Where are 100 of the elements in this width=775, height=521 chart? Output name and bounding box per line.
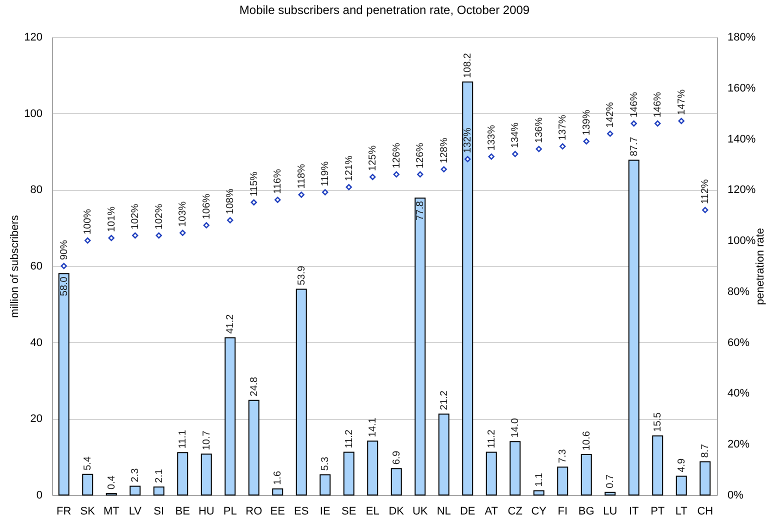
point — [488, 153, 494, 160]
x-tick-label: FI — [558, 506, 568, 518]
data-label: 11.2 — [344, 429, 355, 448]
point — [536, 146, 542, 152]
bar — [438, 414, 450, 496]
x-tick-label: PL — [223, 506, 237, 518]
bar — [296, 288, 307, 496]
bar — [414, 198, 426, 496]
bar — [82, 474, 94, 496]
data-label: 10.6 — [581, 430, 592, 451]
y-tick-label: 80 — [30, 184, 42, 196]
bar — [652, 435, 664, 496]
data-label: 5.3 — [320, 456, 332, 471]
x-tick-label: SI — [154, 506, 164, 518]
data-label: 21.2 — [438, 390, 450, 410]
data-label: 108% — [225, 188, 236, 214]
point — [274, 196, 281, 203]
data-label: 4.9 — [676, 458, 688, 472]
data-label: 118% — [296, 164, 308, 189]
point — [560, 143, 566, 150]
point — [370, 174, 376, 180]
point — [203, 222, 210, 228]
point — [678, 118, 684, 124]
x-tick-label: ES — [294, 506, 309, 518]
data-label: 87.7 — [628, 136, 640, 156]
bar — [200, 454, 212, 496]
data-label: 146% — [628, 92, 640, 118]
data-label: 24.8 — [248, 376, 260, 396]
bar — [557, 466, 568, 496]
data-label: 2.3 — [130, 468, 142, 482]
data-label: 102% — [154, 204, 165, 230]
bar — [177, 452, 188, 496]
x-tick-label: CY — [531, 506, 548, 518]
data-label: 0.7 — [605, 474, 616, 488]
data-label: 6.9 — [391, 450, 402, 465]
data-label: 8.7 — [700, 443, 712, 458]
data-label: 41.2 — [225, 314, 236, 334]
data-label: 14.0 — [510, 418, 522, 438]
data-label: 1.1 — [534, 472, 545, 487]
x-tick-label: PT — [650, 506, 665, 518]
x-tick-label: EE — [270, 506, 285, 518]
point — [132, 232, 138, 239]
data-label: 125% — [368, 145, 379, 171]
y2-tick-label: 120% — [728, 184, 756, 196]
data-label: 0.4 — [106, 475, 118, 490]
y2-tick-label: 180% — [728, 32, 756, 44]
y2-axis-title: penetration rate — [754, 228, 767, 306]
data-label: 11.2 — [486, 429, 498, 448]
point — [607, 130, 614, 137]
x-tick-label: BG — [578, 506, 594, 518]
data-label: 134% — [510, 122, 522, 148]
data-label: 116% — [272, 168, 284, 194]
y2-tick-label: 80% — [728, 286, 750, 298]
bar — [628, 160, 640, 496]
y2-tick-label: 40% — [728, 388, 750, 400]
data-label: 100% — [82, 208, 94, 235]
data-label: 139% — [581, 110, 592, 136]
bar — [248, 400, 260, 496]
data-label: 121% — [344, 155, 355, 182]
point — [298, 192, 304, 198]
data-label: 90% — [58, 240, 70, 260]
data-label: 137% — [558, 114, 569, 140]
data-label: 103% — [178, 201, 189, 227]
point — [180, 230, 186, 236]
point — [464, 156, 471, 162]
data-label: 15.5 — [652, 412, 664, 432]
x-tick-label: EL — [366, 506, 380, 518]
data-label: 115% — [248, 171, 260, 196]
data-label: 58.0 — [58, 276, 70, 296]
bar — [533, 490, 544, 496]
point — [84, 237, 91, 244]
data-label: 53.9 — [296, 265, 308, 286]
x-tick-label: UK — [412, 506, 428, 518]
y-tick-label: 0 — [36, 490, 42, 502]
x-tick-label: DK — [388, 506, 405, 518]
y-axis-title: million of subscribers — [9, 214, 22, 318]
point — [108, 234, 114, 242]
bar — [320, 474, 331, 496]
point — [512, 150, 518, 158]
point — [227, 217, 234, 224]
data-label: 126% — [415, 142, 426, 168]
x-tick-label: MT — [103, 506, 120, 518]
x-tick-label: FR — [56, 506, 72, 518]
x-tick-label: LV — [128, 506, 142, 518]
x-tick-label: HU — [198, 506, 214, 518]
y-tick-label: 60 — [30, 260, 42, 272]
x-tick-label: RO — [246, 506, 263, 518]
bar — [580, 454, 592, 496]
data-label: 7.3 — [558, 448, 569, 464]
data-label: 2.1 — [154, 468, 165, 483]
data-label: 10.7 — [201, 430, 212, 450]
bar — [390, 468, 402, 496]
x-tick-label: CH — [697, 506, 714, 518]
data-label: 132% — [462, 127, 474, 154]
point — [654, 120, 661, 127]
point — [702, 206, 708, 214]
bar — [676, 476, 687, 496]
x-tick-label: SE — [342, 506, 356, 518]
x-tick-label: LT — [675, 506, 688, 518]
x-tick-label: IE — [320, 506, 330, 518]
